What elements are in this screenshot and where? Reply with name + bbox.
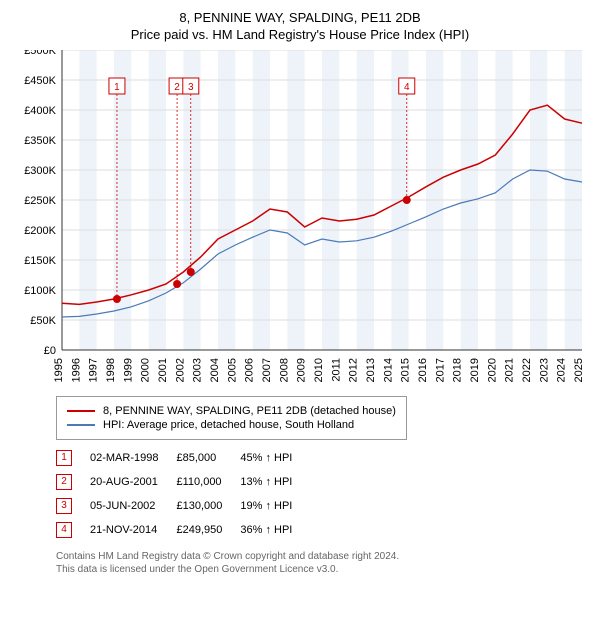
tx-delta: 19% ↑ HPI (240, 494, 310, 518)
svg-text:2012: 2012 (348, 358, 360, 382)
svg-text:£150K: £150K (24, 255, 56, 267)
svg-text:2019: 2019 (469, 358, 481, 382)
tx-marker-cell: 1 (56, 446, 90, 470)
chart-title: 8, PENNINE WAY, SPALDING, PE11 2DB (12, 10, 588, 25)
svg-text:1995: 1995 (53, 358, 65, 382)
transaction-table: 1 02-MAR-1998£85,00045% ↑ HPI 2 20-AUG-2001… (56, 446, 310, 542)
svg-text:2000: 2000 (140, 358, 152, 382)
svg-text:2017: 2017 (434, 358, 446, 382)
svg-text:2: 2 (174, 82, 180, 93)
tx-date: 21-NOV-2014 (90, 518, 176, 542)
svg-text:2009: 2009 (296, 358, 308, 382)
tx-marker-cell: 3 (56, 494, 90, 518)
svg-text:£400K: £400K (24, 105, 56, 117)
svg-text:3: 3 (188, 82, 194, 93)
svg-text:2024: 2024 (556, 358, 568, 382)
svg-text:2007: 2007 (261, 358, 273, 382)
svg-text:2018: 2018 (452, 358, 464, 382)
legend-label: 8, PENNINE WAY, SPALDING, PE11 2DB (deta… (103, 405, 396, 417)
svg-text:2022: 2022 (521, 358, 533, 382)
svg-text:£50K: £50K (30, 315, 56, 327)
svg-text:£200K: £200K (24, 225, 56, 237)
tx-marker-cell: 4 (56, 518, 90, 542)
legend: 8, PENNINE WAY, SPALDING, PE11 2DB (deta… (56, 396, 407, 440)
legend-item: HPI: Average price, detached house, Sout… (67, 419, 396, 431)
svg-text:2001: 2001 (157, 358, 169, 382)
svg-text:£450K: £450K (24, 75, 56, 87)
legend-item: 8, PENNINE WAY, SPALDING, PE11 2DB (deta… (67, 405, 396, 417)
tx-date: 05-JUN-2002 (90, 494, 176, 518)
table-row: 4 21-NOV-2014£249,95036% ↑ HPI (56, 518, 310, 542)
legend-swatch (67, 410, 95, 412)
chart-container: 8, PENNINE WAY, SPALDING, PE11 2DB Price… (0, 0, 600, 584)
tx-price: £130,000 (176, 494, 240, 518)
svg-text:1997: 1997 (88, 358, 100, 382)
svg-text:2008: 2008 (278, 358, 290, 382)
tx-marker-icon: 3 (56, 498, 72, 514)
tx-delta: 45% ↑ HPI (240, 446, 310, 470)
svg-text:£500K: £500K (24, 50, 56, 57)
table-row: 3 05-JUN-2002£130,00019% ↑ HPI (56, 494, 310, 518)
svg-text:2002: 2002 (174, 358, 186, 382)
chart-subtitle: Price paid vs. HM Land Registry's House … (12, 27, 588, 42)
footer-text: Contains HM Land Registry data © Crown c… (56, 550, 588, 576)
tx-date: 02-MAR-1998 (90, 446, 176, 470)
svg-text:2006: 2006 (244, 358, 256, 382)
legend-swatch (67, 424, 95, 426)
footer-line: This data is licensed under the Open Gov… (56, 564, 338, 575)
tx-marker-icon: 4 (56, 522, 72, 538)
footer-line: Contains HM Land Registry data © Crown c… (56, 551, 399, 562)
svg-text:2016: 2016 (417, 358, 429, 382)
chart-area: £0 £50K £100K £150K £200K £250K £300K £350K £400… (12, 50, 588, 390)
svg-text:2025: 2025 (573, 358, 585, 382)
svg-text:£300K: £300K (24, 165, 56, 177)
tx-marker-icon: 1 (56, 450, 72, 466)
svg-text:£350K: £350K (24, 135, 56, 147)
svg-text:1999: 1999 (122, 358, 134, 382)
tx-date: 20-AUG-2001 (90, 470, 176, 494)
svg-text:2004: 2004 (209, 358, 221, 382)
svg-text:£250K: £250K (24, 195, 56, 207)
svg-text:2023: 2023 (538, 358, 550, 382)
svg-text:£0: £0 (44, 345, 56, 357)
svg-text:1996: 1996 (70, 358, 82, 382)
svg-text:1998: 1998 (105, 358, 117, 382)
svg-text:2015: 2015 (400, 358, 412, 382)
svg-text:2020: 2020 (486, 358, 498, 382)
svg-text:2011: 2011 (330, 358, 342, 382)
tx-delta: 36% ↑ HPI (240, 518, 310, 542)
svg-text:2013: 2013 (365, 358, 377, 382)
legend-label: HPI: Average price, detached house, Sout… (103, 419, 354, 431)
tx-price: £85,000 (176, 446, 240, 470)
svg-text:4: 4 (404, 82, 410, 93)
chart-svg: £0 £50K £100K £150K £200K £250K £300K £350K £400… (12, 50, 588, 390)
svg-text:2003: 2003 (192, 358, 204, 382)
svg-text:£100K: £100K (24, 285, 56, 297)
svg-text:1: 1 (114, 82, 120, 93)
tx-price: £110,000 (176, 470, 240, 494)
svg-text:2014: 2014 (382, 358, 394, 382)
table-row: 2 20-AUG-2001£110,00013% ↑ HPI (56, 470, 310, 494)
tx-marker-cell: 2 (56, 470, 90, 494)
table-row: 1 02-MAR-1998£85,00045% ↑ HPI (56, 446, 310, 470)
tx-price: £249,950 (176, 518, 240, 542)
svg-text:2010: 2010 (313, 358, 325, 382)
svg-text:2021: 2021 (504, 358, 516, 382)
tx-marker-icon: 2 (56, 474, 72, 490)
svg-text:2005: 2005 (226, 358, 238, 382)
tx-delta: 13% ↑ HPI (240, 470, 310, 494)
